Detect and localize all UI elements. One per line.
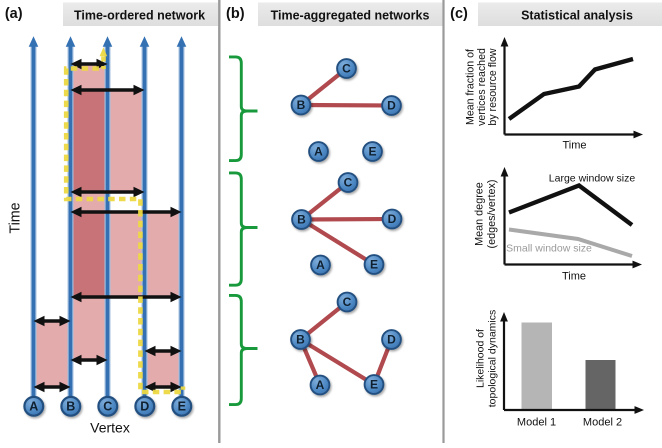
- svg-text:Time-aggregated networks: Time-aggregated networks: [271, 9, 430, 23]
- svg-text:Model 1: Model 1: [517, 417, 556, 429]
- svg-text:Large window size: Large window size: [549, 173, 636, 185]
- svg-text:A: A: [29, 400, 38, 414]
- svg-text:E: E: [368, 145, 376, 159]
- svg-text:(b): (b): [226, 6, 245, 22]
- svg-text:C: C: [342, 62, 351, 76]
- svg-text:Model 2: Model 2: [583, 417, 622, 429]
- svg-text:B: B: [297, 98, 306, 112]
- svg-text:Vertex: Vertex: [90, 420, 130, 436]
- svg-text:A: A: [314, 145, 323, 159]
- svg-text:Time: Time: [8, 202, 24, 233]
- svg-text:vertices reached: vertices reached: [476, 48, 488, 126]
- svg-text:(c): (c): [450, 6, 468, 22]
- svg-text:(a): (a): [5, 6, 23, 22]
- svg-text:Time: Time: [562, 140, 586, 152]
- svg-text:B: B: [296, 333, 305, 347]
- svg-text:Time: Time: [562, 271, 586, 283]
- svg-text:A: A: [316, 258, 325, 272]
- svg-text:Mean fraction of: Mean fraction of: [465, 49, 477, 125]
- svg-text:E: E: [370, 378, 378, 392]
- svg-text:E: E: [178, 400, 186, 414]
- svg-text:B: B: [297, 213, 306, 227]
- svg-text:C: C: [103, 400, 112, 414]
- svg-text:by resource flow: by resource flow: [487, 48, 499, 125]
- svg-text:C: C: [344, 176, 353, 190]
- svg-text:Small window size: Small window size: [506, 243, 592, 255]
- svg-text:Likelihood of: Likelihood of: [474, 329, 486, 388]
- svg-text:Statistical analysis: Statistical analysis: [521, 9, 633, 23]
- svg-text:topological dynamics: topological dynamics: [487, 310, 499, 407]
- svg-text:Mean degree: Mean degree: [474, 182, 486, 246]
- svg-text:D: D: [388, 212, 397, 226]
- svg-text:Time-ordered network: Time-ordered network: [74, 9, 205, 23]
- svg-text:D: D: [140, 400, 149, 414]
- svg-text:A: A: [316, 378, 325, 392]
- svg-text:D: D: [387, 99, 396, 113]
- svg-text:(edges/vertex): (edges/vertex): [486, 179, 498, 248]
- svg-text:D: D: [387, 333, 396, 347]
- svg-text:C: C: [343, 295, 352, 309]
- svg-text:B: B: [66, 400, 75, 414]
- svg-text:E: E: [370, 258, 378, 272]
